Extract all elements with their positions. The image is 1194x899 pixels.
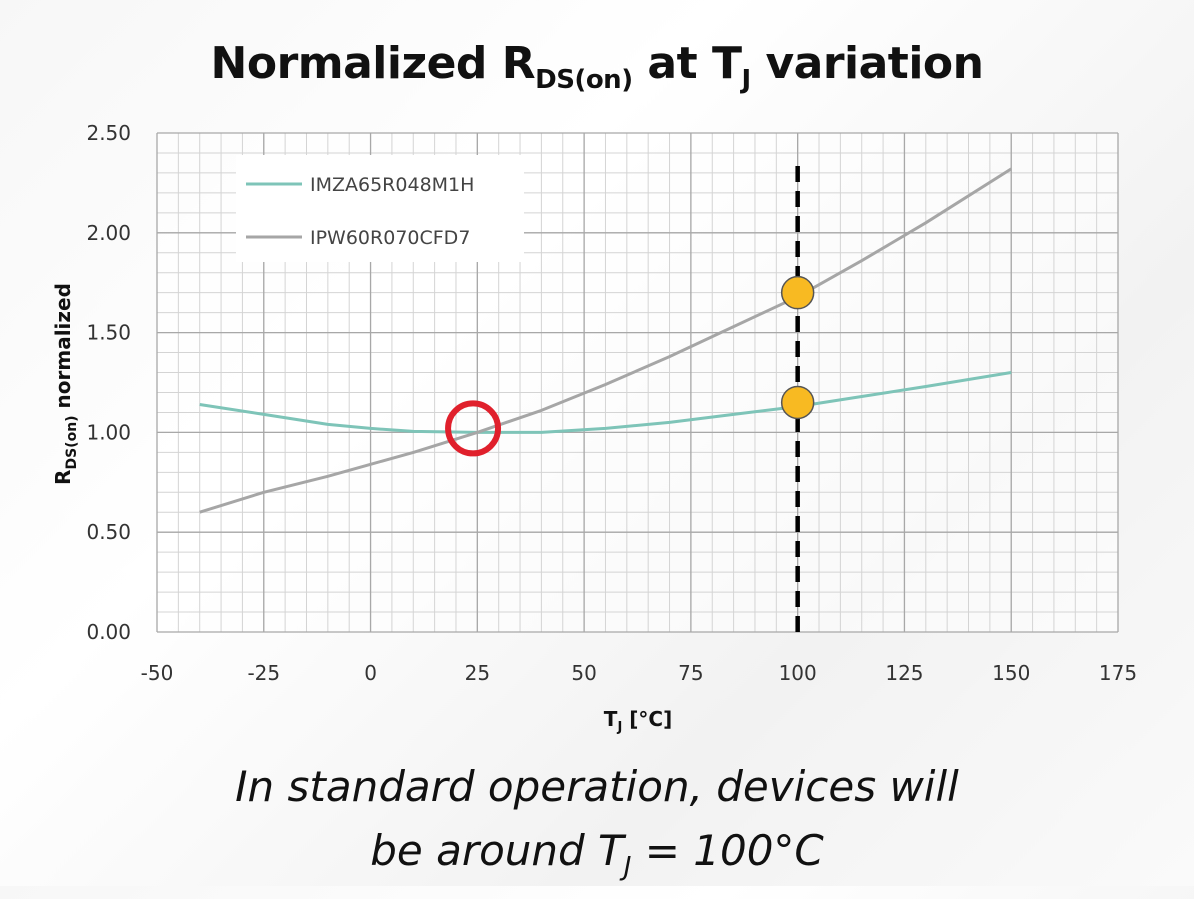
x-tick-label: 175 [1099, 661, 1137, 685]
legend-label-ipw60r070cfd7: IPW60R070CFD7 [310, 227, 470, 249]
annotation-marks [445, 166, 815, 640]
y-axis-title: RDS(on) normalized [51, 283, 80, 485]
x-tick-label: 50 [571, 661, 596, 685]
legend-label-imza65r048m1h: IMZA65R048M1H [310, 174, 474, 196]
y-tick-label: 1.00 [86, 420, 131, 444]
title-sub-rds: DS(on) [535, 65, 633, 95]
x-tick-label: 0 [364, 661, 377, 685]
caption-line-2-suffix: = 100°C [631, 826, 824, 875]
legend: IMZA65R048M1H IPW60R070CFD7 [236, 155, 524, 262]
series-line-ipw60r070cfd7 [199, 167, 1013, 514]
series-line-imza65r048m1h [199, 371, 1012, 434]
y-tick-label: 1.50 [86, 321, 131, 345]
y-axis-title-main: R [51, 470, 75, 485]
y-tick-label: 2.50 [86, 121, 131, 145]
caption: In standard operation, devices will be a… [0, 755, 1194, 899]
y-tick-label: 2.00 [86, 221, 131, 245]
y-axis-title-sub: DS(on) [64, 415, 80, 469]
caption-line-2: be around TJ = 100°C [0, 819, 1194, 899]
x-tick-label: 25 [465, 661, 490, 685]
chart-title: Normalized RDS(on) at TJ variation [0, 38, 1194, 95]
y-tick-label: 0.50 [86, 520, 131, 544]
highlight-point [780, 275, 815, 310]
x-axis-title-sub: J [616, 720, 622, 735]
x-tick-label: -50 [141, 661, 174, 685]
tick-labels: -50 -25 0 25 50 75 100 125 150 175 0.00 0.50 1.00 1.5… [86, 121, 1137, 685]
x-tick-label: 150 [992, 661, 1030, 685]
x-tick-label: 125 [885, 661, 923, 685]
caption-line-1: In standard operation, devices will [235, 762, 959, 811]
y-tick-label: 0.00 [86, 620, 131, 644]
caption-line-2-prefix: be around T [370, 826, 624, 875]
x-tick-label: -25 [247, 661, 280, 685]
x-tick-label: 100 [779, 661, 817, 685]
series-lines [199, 167, 1013, 514]
highlight-point [780, 385, 815, 420]
rdson-chart: -50 -25 0 25 50 75 100 125 150 175 0.00 0.50 1.00 1.5… [51, 121, 1137, 735]
y-axis-title-suffix: normalized [51, 283, 75, 415]
title-mid: at T [632, 38, 742, 89]
caption-line-2-sub: J [623, 852, 632, 882]
title-prefix: Normalized R [210, 38, 536, 89]
title-suffix: variation [750, 38, 984, 89]
x-axis-title-suffix: [°C] [622, 707, 672, 731]
legend-box [236, 155, 524, 262]
title-sub-j: J [741, 65, 751, 95]
x-tick-label: 75 [678, 661, 703, 685]
x-axis-title: TJ [°C] [604, 707, 672, 735]
x-axis-title-main: T [604, 707, 618, 731]
intersection-circle [445, 400, 502, 457]
